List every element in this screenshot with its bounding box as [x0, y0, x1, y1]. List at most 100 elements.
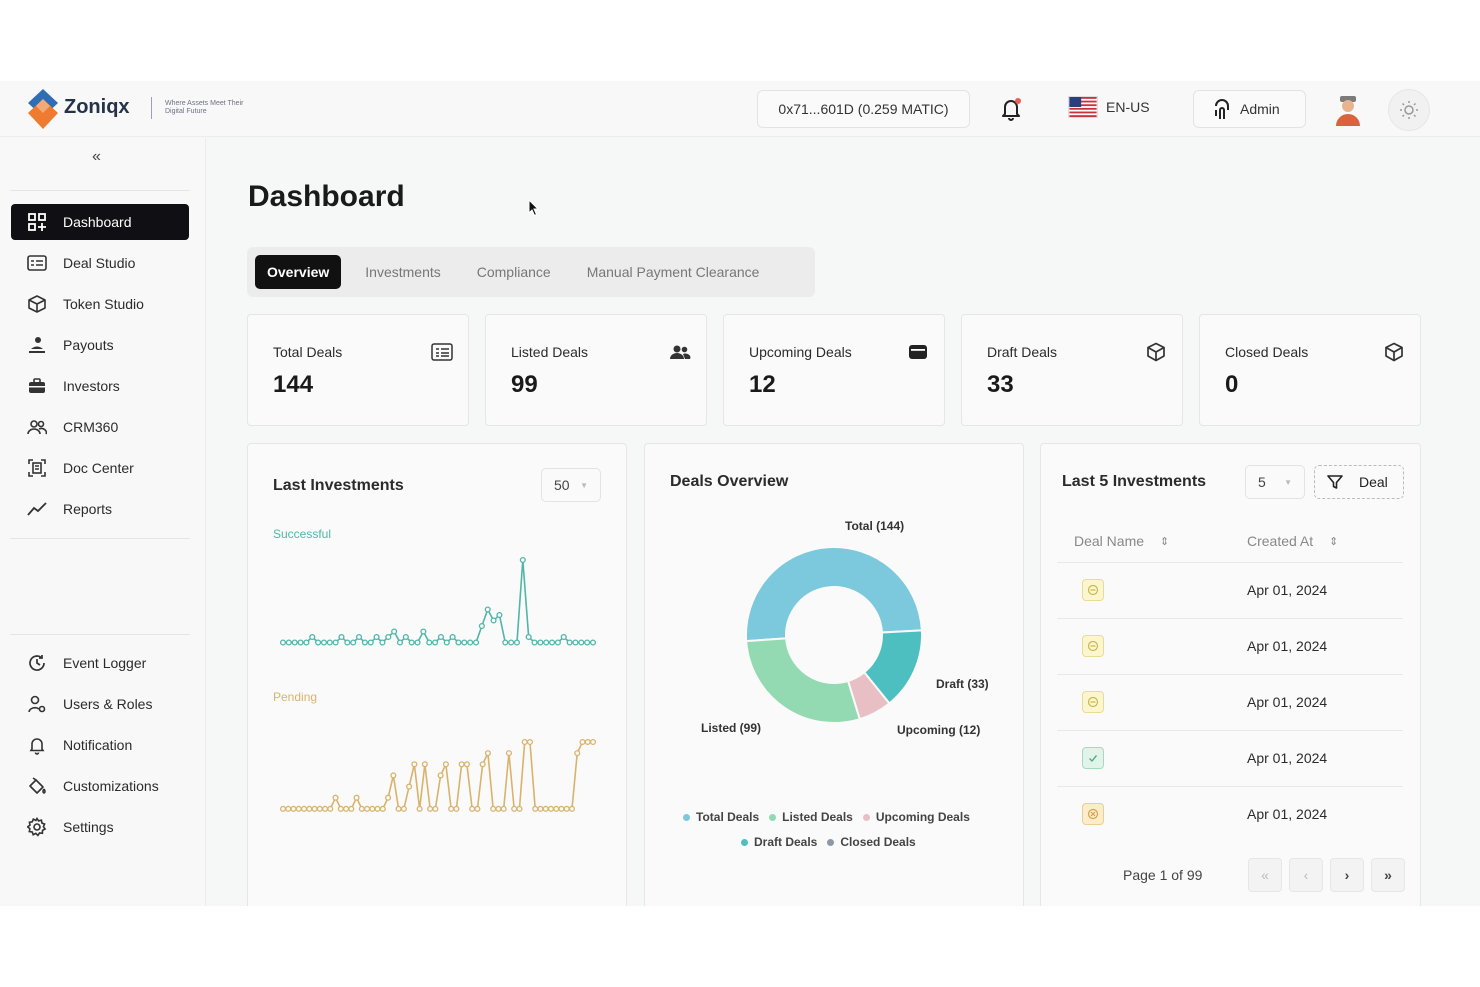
last-page-button[interactable]: » [1371, 858, 1405, 892]
data-point[interactable] [279, 805, 287, 812]
data-point[interactable] [420, 628, 427, 635]
data-point[interactable] [364, 805, 371, 812]
data-point[interactable] [285, 639, 292, 646]
data-point[interactable] [549, 639, 556, 646]
data-point[interactable] [390, 772, 397, 779]
data-point[interactable] [348, 805, 355, 812]
data-point[interactable] [449, 633, 456, 641]
investments-count-select[interactable]: 50 ▼ [541, 468, 601, 502]
data-point[interactable] [355, 633, 363, 641]
table-row[interactable]: Apr 01, 2024 [1057, 562, 1403, 618]
sidebar-item-notification[interactable]: Notification [11, 727, 189, 763]
data-point[interactable] [321, 805, 329, 812]
legend-item[interactable]: Listed Deals [769, 810, 853, 824]
prev-page-button[interactable]: ‹ [1289, 858, 1323, 892]
stat-card-closed-deals[interactable]: Closed Deals 0 [1199, 314, 1421, 426]
data-point[interactable] [391, 628, 398, 635]
data-point[interactable] [367, 639, 374, 646]
data-point[interactable] [532, 805, 539, 812]
data-point[interactable] [358, 805, 365, 812]
sidebar-item-investors[interactable]: Investors [11, 368, 189, 404]
table-row[interactable]: Apr 01, 2024 [1057, 786, 1403, 842]
data-point[interactable] [516, 805, 523, 812]
data-point[interactable] [416, 805, 423, 812]
brand-name[interactable]: Zoniqx [64, 96, 130, 118]
data-point[interactable] [432, 639, 439, 646]
data-point[interactable] [290, 805, 297, 812]
data-point[interactable] [467, 639, 474, 646]
tab-overview[interactable]: Overview [255, 255, 342, 289]
deal-filter-button[interactable]: Deal [1314, 465, 1404, 499]
data-point[interactable] [578, 639, 585, 646]
sidebar-item-settings[interactable]: Settings [11, 809, 189, 845]
data-point[interactable] [411, 761, 418, 768]
data-point[interactable] [513, 639, 521, 646]
data-point[interactable] [584, 738, 591, 746]
data-point[interactable] [469, 805, 476, 812]
data-point[interactable] [291, 639, 298, 646]
data-point[interactable] [508, 639, 515, 646]
data-point[interactable] [542, 805, 549, 812]
user-menu-button[interactable]: Admin [1193, 90, 1306, 128]
data-point[interactable] [479, 761, 486, 768]
language-selector[interactable]: EN-US [1068, 96, 1150, 118]
sidebar-item-dashboard[interactable]: Dashboard [11, 204, 189, 240]
data-point[interactable] [374, 805, 381, 812]
stat-card-draft-deals[interactable]: Draft Deals 33 [961, 314, 1183, 426]
collapse-sidebar-icon[interactable]: « [92, 148, 101, 165]
data-point[interactable] [320, 639, 327, 646]
data-point[interactable] [442, 761, 449, 768]
data-point[interactable] [437, 633, 444, 641]
data-point[interactable] [408, 639, 415, 646]
data-point[interactable] [385, 633, 392, 641]
data-point[interactable] [406, 783, 413, 790]
data-point[interactable] [453, 805, 460, 812]
data-point[interactable] [285, 805, 292, 812]
data-point[interactable] [350, 639, 357, 646]
data-point[interactable] [373, 633, 380, 641]
data-point[interactable] [379, 805, 386, 812]
data-point[interactable] [572, 639, 579, 646]
data-point[interactable] [500, 805, 507, 812]
data-point[interactable] [315, 639, 322, 646]
data-point[interactable] [525, 633, 532, 641]
data-point[interactable] [521, 738, 528, 746]
sidebar-item-customizations[interactable]: Customizations [11, 768, 189, 804]
data-point[interactable] [472, 639, 480, 646]
data-point[interactable] [484, 750, 491, 757]
legend-item[interactable]: Draft Deals [741, 835, 817, 849]
column-header-deal-name[interactable]: Deal Name ⇕ [1074, 533, 1169, 549]
data-point[interactable] [579, 738, 586, 746]
next-page-button[interactable]: › [1330, 858, 1364, 892]
data-point[interactable] [511, 805, 518, 812]
data-point[interactable] [461, 639, 468, 646]
sidebar-item-token-studio[interactable]: Token Studio [11, 286, 189, 322]
data-point[interactable] [414, 639, 421, 646]
data-point[interactable] [361, 639, 368, 646]
stat-card-total-deals[interactable]: Total Deals 144 [247, 314, 469, 426]
data-point[interactable] [295, 805, 302, 812]
data-point[interactable] [426, 639, 433, 646]
data-point[interactable] [495, 805, 502, 812]
data-point[interactable] [519, 556, 526, 564]
data-point[interactable] [337, 805, 344, 812]
data-point[interactable] [395, 805, 402, 812]
data-point[interactable] [474, 805, 481, 812]
column-header-created-at[interactable]: Created At ⇕ [1247, 533, 1338, 549]
legend-item[interactable]: Closed Deals [827, 835, 916, 849]
rows-count-select[interactable]: 5 ▼ [1245, 465, 1305, 499]
data-point[interactable] [437, 772, 444, 779]
data-point[interactable] [369, 805, 376, 812]
data-point[interactable] [309, 633, 316, 641]
donut-slice-total-deals[interactable] [745, 546, 923, 643]
data-point[interactable] [327, 805, 334, 812]
legend-item[interactable]: Total Deals [683, 810, 759, 824]
data-point[interactable] [338, 633, 345, 641]
data-point[interactable] [531, 639, 538, 646]
data-point[interactable] [306, 805, 313, 812]
wallet-button[interactable]: 0x71...601D (0.259 MATIC) [757, 90, 970, 128]
stat-card-listed-deals[interactable]: Listed Deals 99 [485, 314, 707, 426]
data-point[interactable] [316, 805, 323, 812]
data-point[interactable] [343, 805, 350, 812]
sidebar-item-reports[interactable]: Reports [11, 491, 189, 527]
